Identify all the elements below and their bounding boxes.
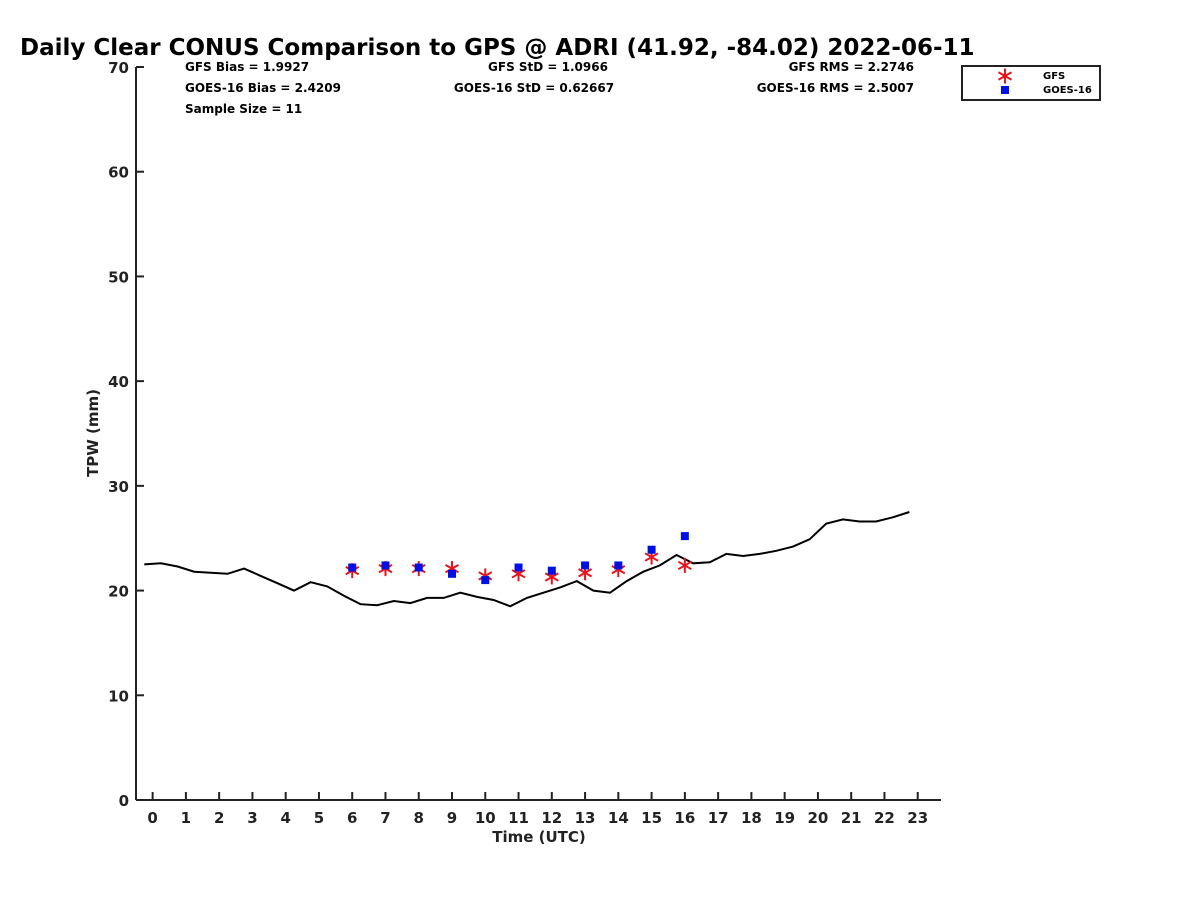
x-tick-label: 14 (608, 809, 629, 827)
goes-point (448, 569, 457, 578)
x-tick-label: 21 (841, 809, 862, 827)
legend-box (961, 65, 1101, 101)
stat-gfs-std: GFS StD = 1.0966 (488, 60, 608, 74)
x-tick-label: 10 (475, 809, 496, 827)
x-axis-label: Time (UTC) (492, 828, 586, 846)
x-tick-label: 15 (641, 809, 662, 827)
x-tick-label: 8 (414, 809, 424, 827)
plot-area (144, 511, 910, 608)
gfs-point (677, 557, 692, 573)
x-tick-label: 13 (575, 809, 596, 827)
x-tick-label: 17 (708, 809, 729, 827)
goes-point (414, 563, 423, 572)
goes-point (614, 561, 623, 570)
x-tick-label: 9 (447, 809, 457, 827)
stat-gfs-rms: GFS RMS = 2.2746 (789, 60, 914, 74)
goes-point (348, 563, 357, 572)
legend-gfs-label: GFS (1043, 71, 1065, 82)
y-ticks: 0 10 20 30 40 50 60 70 (108, 59, 144, 810)
chart-title: Daily Clear CONUS Comparison to GPS @ AD… (20, 35, 975, 61)
stat-goes-bias: GOES-16 Bias = 2.4209 (185, 81, 341, 95)
goes-point (481, 576, 490, 585)
legend-goes-marker (1001, 86, 1009, 94)
y-axis-label: TPW (mm) (84, 389, 102, 477)
x-tick-label: 12 (541, 809, 562, 827)
x-tick-label: 16 (674, 809, 695, 827)
x-ticks: 0 1 2 3 4 5 6 7 8 9 10 11 12 13 14 15 16 17 18 19 20 21 22 23 (147, 792, 928, 827)
y-tick-label: 40 (108, 373, 129, 391)
y-tick-label: 0 (119, 792, 129, 810)
x-tick-label: 1 (181, 809, 191, 827)
goes-point (514, 563, 523, 572)
x-tick-label: 2 (214, 809, 224, 827)
goes-point (581, 561, 590, 570)
legend-gfs-marker (998, 68, 1012, 84)
stat-goes-rms: GOES-16 RMS = 2.5007 (757, 81, 914, 95)
goes-point (647, 545, 656, 554)
stats-block: GFS Bias = 1.9927 GOES-16 Bias = 2.4209 … (185, 60, 914, 116)
x-tick-label: 4 (280, 809, 290, 827)
y-tick-label: 50 (108, 268, 129, 286)
y-tick-label: 30 (108, 478, 129, 496)
legend-gfs-asterisk (998, 68, 1012, 84)
x-tick-label: 5 (314, 809, 324, 827)
goes-point (547, 566, 556, 575)
goes-point (381, 561, 390, 570)
stat-gfs-bias: GFS Bias = 1.9927 (185, 60, 309, 74)
x-tick-label: 22 (874, 809, 895, 827)
x-tick-label: 19 (774, 809, 795, 827)
stat-goes-std: GOES-16 StD = 0.62667 (454, 81, 614, 95)
legend: GFS GOES-16 (961, 65, 1101, 101)
gps-tpw-line (144, 511, 910, 608)
x-tick-label: 18 (741, 809, 762, 827)
x-tick-label: 11 (508, 809, 529, 827)
y-tick-label: 20 (108, 583, 129, 601)
axes (135, 67, 941, 801)
x-tick-label: 20 (807, 809, 828, 827)
y-tick-label: 60 (108, 164, 129, 182)
legend-goes-label: GOES-16 (1043, 85, 1092, 96)
goes-point (680, 532, 689, 541)
x-tick-label: 23 (907, 809, 928, 827)
x-tick-label: 0 (147, 809, 157, 827)
x-tick-label: 7 (380, 809, 390, 827)
stat-sample-size: Sample Size = 11 (185, 102, 302, 116)
x-tick-label: 3 (247, 809, 257, 827)
y-tick-label: 70 (108, 59, 129, 77)
x-tick-label: 6 (347, 809, 357, 827)
y-tick-label: 10 (108, 687, 129, 705)
